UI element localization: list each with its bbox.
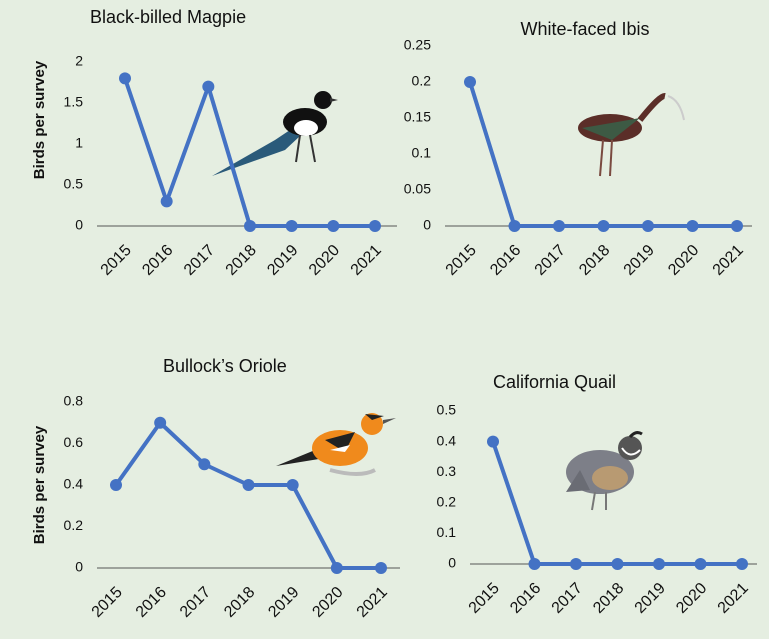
y-tick-label: 0.1 bbox=[437, 524, 457, 540]
data-point bbox=[119, 72, 131, 84]
data-point bbox=[653, 558, 665, 570]
chart-title: Black-billed Magpie bbox=[90, 7, 246, 27]
data-point bbox=[612, 558, 624, 570]
y-tick-label: 0 bbox=[75, 217, 83, 233]
y-tick-label: 0.5 bbox=[64, 176, 84, 192]
data-point bbox=[243, 479, 255, 491]
y-tick-label: 0.15 bbox=[404, 109, 431, 125]
y-tick-label: 0 bbox=[448, 555, 456, 571]
y-tick-label: 0.4 bbox=[437, 432, 457, 448]
y-tick-label: 1.5 bbox=[64, 94, 84, 110]
data-point bbox=[375, 562, 387, 574]
y-tick-label: 0.6 bbox=[64, 434, 84, 450]
data-point bbox=[198, 458, 210, 470]
y-tick-label: 0.25 bbox=[404, 37, 431, 53]
figure: 00.511.522015201620172018201920202021Bla… bbox=[0, 0, 769, 639]
data-point bbox=[464, 76, 476, 88]
y-tick-label: 0.1 bbox=[412, 145, 432, 161]
data-point bbox=[161, 195, 173, 207]
data-point bbox=[110, 479, 122, 491]
y-tick-label: 2 bbox=[75, 53, 83, 69]
data-point bbox=[553, 220, 565, 232]
y-tick-label: 1 bbox=[75, 135, 83, 151]
data-point bbox=[529, 558, 541, 570]
y-tick-label: 0.4 bbox=[64, 476, 84, 492]
data-point bbox=[154, 417, 166, 429]
chart-title: Bullock’s Oriole bbox=[163, 356, 287, 376]
data-point bbox=[487, 436, 499, 448]
data-point bbox=[509, 220, 521, 232]
data-point bbox=[286, 220, 298, 232]
y-tick-label: 0.05 bbox=[404, 181, 431, 197]
data-point bbox=[202, 81, 214, 93]
data-point bbox=[598, 220, 610, 232]
data-point bbox=[687, 220, 699, 232]
y-tick-label: 0.2 bbox=[64, 517, 84, 533]
y-tick-label: 0 bbox=[423, 217, 431, 233]
data-point bbox=[327, 220, 339, 232]
data-point bbox=[331, 562, 343, 574]
data-point bbox=[695, 558, 707, 570]
y-tick-label: 0.3 bbox=[437, 463, 457, 479]
background bbox=[0, 0, 769, 639]
y-tick-label: 0.2 bbox=[437, 494, 457, 510]
data-point bbox=[731, 220, 743, 232]
data-point bbox=[369, 220, 381, 232]
data-point bbox=[287, 479, 299, 491]
data-point bbox=[642, 220, 654, 232]
y-tick-label: 0.2 bbox=[412, 73, 432, 89]
y-axis-label: Birds per survey bbox=[31, 425, 48, 544]
y-axis-label: Birds per survey bbox=[31, 60, 48, 179]
y-tick-label: 0.5 bbox=[437, 402, 457, 418]
y-tick-label: 0 bbox=[75, 559, 83, 575]
y-tick-label: 0.8 bbox=[64, 393, 84, 409]
chart-title: White-faced Ibis bbox=[520, 19, 649, 39]
data-point bbox=[736, 558, 748, 570]
data-point bbox=[244, 220, 256, 232]
chart-title: California Quail bbox=[493, 372, 616, 392]
data-point bbox=[570, 558, 582, 570]
